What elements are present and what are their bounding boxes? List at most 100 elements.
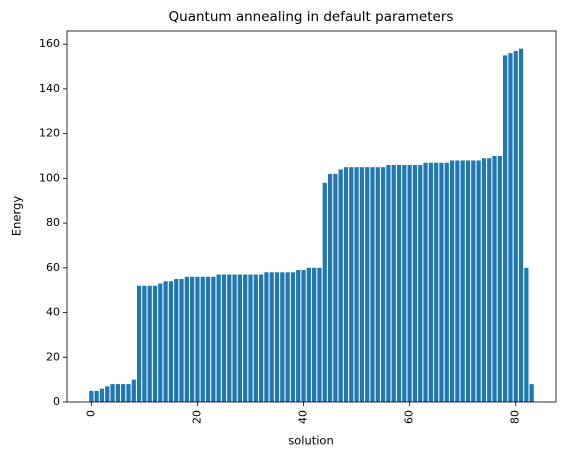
bar: [312, 267, 317, 402]
bar: [471, 160, 476, 402]
bar: [333, 173, 338, 402]
bar: [195, 276, 200, 402]
bar: [280, 272, 285, 402]
x-tick-label: 40: [297, 410, 310, 424]
bar: [163, 281, 168, 402]
y-tick-label: 140: [39, 82, 60, 95]
bar: [253, 274, 258, 402]
bar: [380, 167, 386, 402]
bar: [200, 276, 205, 402]
y-axis-label: Energy: [10, 196, 24, 236]
bar: [290, 272, 296, 402]
bar: [418, 164, 423, 402]
bar: [136, 285, 142, 402]
bar: [269, 272, 274, 402]
bar: [131, 379, 136, 402]
bar: [94, 390, 99, 402]
bar: [402, 164, 407, 402]
bar: [264, 272, 269, 402]
bar: [205, 276, 211, 402]
x-axis-label: solution: [288, 434, 334, 448]
bar: [518, 48, 524, 403]
chart-title: Quantum annealing in default parameters: [169, 9, 454, 25]
bar: [529, 384, 534, 402]
bar: [349, 167, 354, 402]
bar: [444, 162, 449, 402]
bar: [232, 274, 237, 402]
bar: [126, 384, 131, 402]
bar: [327, 173, 333, 402]
bar: [407, 164, 412, 402]
x-tick-label: 0: [84, 410, 97, 417]
bar: [142, 285, 147, 402]
bar: [105, 386, 110, 402]
bar: [513, 50, 518, 402]
bar: [375, 167, 380, 402]
bar: [396, 164, 402, 402]
bar: [274, 272, 280, 402]
bar: [296, 270, 301, 402]
bar: [243, 274, 248, 402]
x-tick-label: 60: [403, 410, 416, 424]
bar: [476, 160, 481, 402]
bar: [174, 279, 179, 402]
bar: [158, 283, 163, 402]
bar: [460, 160, 465, 402]
bar: [365, 167, 370, 402]
bar: [227, 274, 232, 402]
bar: [492, 156, 497, 402]
y-tick-label: 0: [53, 395, 60, 408]
bar: [184, 276, 189, 402]
bar: [428, 162, 433, 402]
y-tick-label: 120: [39, 127, 60, 140]
bar: [152, 285, 158, 402]
y-tick-label: 60: [46, 261, 60, 274]
bar: [110, 384, 115, 402]
bar: [423, 162, 428, 402]
bar: [115, 384, 120, 402]
bar: [237, 274, 243, 402]
y-tick-label: 40: [46, 306, 60, 319]
x-tick-label: 20: [190, 410, 203, 424]
bar: [190, 276, 195, 402]
bar: [497, 156, 502, 402]
bar: [434, 162, 439, 402]
bar: [343, 167, 349, 402]
bar: [503, 55, 508, 403]
bar: [258, 274, 264, 402]
axes-frame: [66, 30, 557, 403]
bar: [248, 274, 253, 402]
bar: [338, 169, 343, 402]
bar: [89, 390, 94, 402]
bar: [322, 182, 327, 402]
y-tick-label: 100: [39, 171, 60, 184]
bar: [147, 285, 152, 402]
bar: [439, 162, 444, 402]
bar: [317, 267, 322, 402]
bar: [285, 272, 290, 402]
bar: [370, 167, 375, 402]
y-tick-label: 20: [46, 350, 60, 363]
bar: [99, 388, 105, 402]
bar: [508, 53, 513, 402]
y-tick-label: 160: [39, 37, 60, 50]
bar: [465, 160, 471, 402]
bar: [386, 164, 391, 402]
bar: [487, 158, 492, 402]
x-tick-label: 80: [509, 410, 522, 424]
bar: [211, 276, 216, 402]
bar: [524, 267, 529, 402]
bar: [391, 164, 396, 402]
bar: [179, 279, 184, 402]
bar: [168, 281, 174, 402]
bar: [306, 267, 311, 402]
bar: [481, 158, 487, 402]
y-tick-label: 80: [46, 216, 60, 229]
bar: [354, 167, 359, 402]
bar: [455, 160, 460, 402]
bar: [301, 270, 306, 402]
bar: [216, 274, 221, 402]
bar: [412, 164, 418, 402]
bar: [359, 167, 365, 402]
